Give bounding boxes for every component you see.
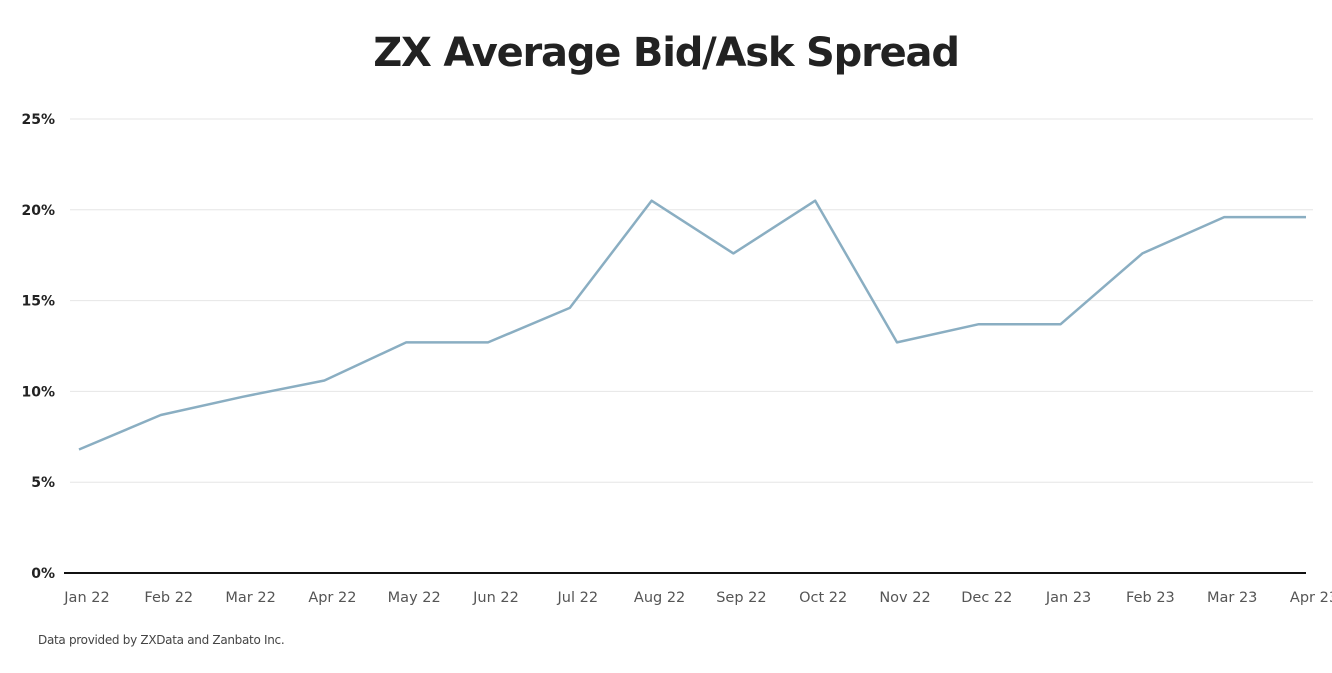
x-tick-label: Jul 22 bbox=[557, 590, 599, 606]
y-tick-label: 5% bbox=[31, 475, 55, 491]
x-axis-ticks: Jan 22 Feb 22 Mar 22 Apr 22 May 22 Jun 22 Jul … bbox=[63, 590, 1332, 606]
x-tick-label: Nov 22 bbox=[879, 590, 930, 606]
x-tick-label: Mar 22 bbox=[225, 590, 275, 606]
x-tick-label: Jan 23 bbox=[1045, 590, 1091, 606]
x-tick-label: Jun 22 bbox=[472, 590, 519, 606]
y-axis-ticks: 0% 5% 10% 15% 20% 25% bbox=[21, 112, 55, 582]
x-tick-label: Apr 23 bbox=[1290, 590, 1332, 606]
source-note: Data provided by ZXData and Zanbato Inc. bbox=[38, 633, 285, 647]
y-tick-label: 0% bbox=[31, 566, 55, 582]
x-tick-label: Aug 22 bbox=[634, 590, 685, 606]
x-tick-label: Mar 23 bbox=[1207, 590, 1257, 606]
series bbox=[78, 199, 1307, 451]
x-tick-label: Sep 22 bbox=[716, 590, 766, 606]
x-tick-label: Dec 22 bbox=[961, 590, 1012, 606]
x-tick-label: Apr 22 bbox=[308, 590, 356, 606]
x-tick-label: Feb 23 bbox=[1126, 590, 1175, 606]
series-line bbox=[78, 199, 1306, 451]
x-tick-label: Oct 22 bbox=[799, 590, 847, 606]
x-tick-label: May 22 bbox=[388, 590, 441, 606]
chart-title: ZX Average Bid/Ask Spread bbox=[373, 30, 960, 76]
gridlines bbox=[70, 118, 1313, 483]
y-tick-label: 10% bbox=[21, 384, 55, 400]
y-tick-label: 20% bbox=[21, 203, 55, 219]
x-tick-label: Jan 22 bbox=[63, 590, 109, 606]
y-tick-label: 25% bbox=[21, 112, 55, 128]
x-tick-label: Feb 22 bbox=[144, 590, 193, 606]
y-tick-label: 15% bbox=[21, 294, 55, 310]
